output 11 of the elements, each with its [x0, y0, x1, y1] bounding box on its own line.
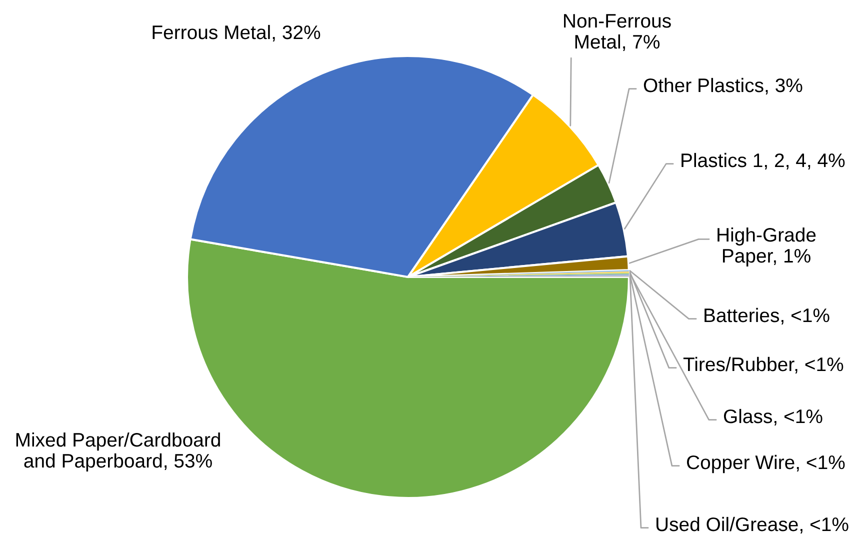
slice-label: Ferrous Metal, 32% [152, 24, 320, 42]
slice-label: Non-Ferrous Metal, 7% [564, 14, 671, 51]
slice-label: Plastics 1, 2, 4, 4% [682, 152, 845, 170]
slice-label: Used Oil/Grease, <1% [656, 516, 848, 534]
slice-label: High-Grade Paper, 1% [718, 227, 816, 267]
slice-label: Mixed Paper/Cardboard and Paperboard, 53% [16, 432, 220, 472]
slice-label: Copper Wire, <1% [686, 454, 845, 474]
slice-label: Other Plastics, 3% [644, 78, 802, 95]
slice-label: Glass, <1% [724, 408, 822, 426]
slice-label: Tires/Rubber, <1% [683, 356, 844, 374]
slice-label: Batteries, <1% [704, 308, 830, 325]
